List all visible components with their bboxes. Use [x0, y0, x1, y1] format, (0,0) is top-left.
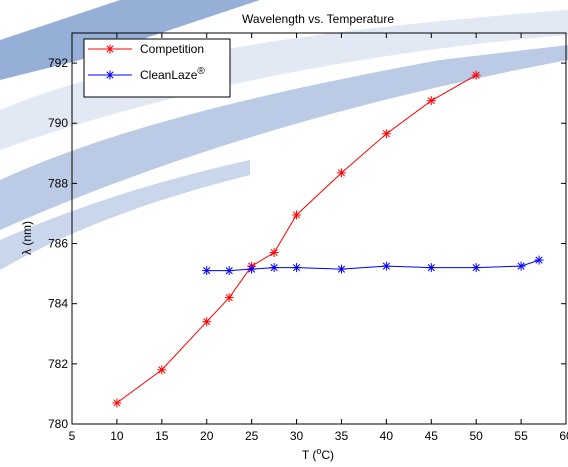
x-axis-title: T (oC) [302, 446, 334, 462]
x-axis-title-superscript: o [316, 446, 321, 456]
x-tick-label: 35 [335, 429, 349, 443]
x-tick-label: 50 [470, 429, 484, 443]
y-tick-label: 792 [48, 56, 68, 70]
swoosh-mid-light [0, 10, 568, 150]
swoosh-low [0, 160, 250, 270]
y-tick-label: 780 [48, 417, 68, 431]
x-tick-label: 25 [245, 429, 259, 443]
x-tick-label: 30 [290, 429, 304, 443]
data-point-cleanlaze [247, 264, 257, 274]
legend-marker-cleanlaze [105, 70, 115, 80]
legend-label-cleanlaze-name: CleanLaze [140, 68, 198, 82]
x-tick-label: 55 [514, 429, 528, 443]
y-tick-label: 784 [48, 297, 68, 311]
data-point-competition [224, 293, 234, 303]
x-tick-label: 5 [69, 429, 76, 443]
data-point-competition [112, 398, 122, 408]
swoosh-mid [0, 45, 568, 230]
data-point-cleanlaze [336, 264, 346, 274]
data-point-cleanlaze [269, 263, 279, 273]
x-axis-title-head: T ( [302, 448, 316, 462]
x-tick-label: 15 [155, 429, 169, 443]
y-axis: 780 782 784 786 788 790 792 [48, 56, 566, 431]
x-tick-label: 10 [110, 429, 124, 443]
data-point-competition [336, 168, 346, 178]
data-point-cleanlaze [516, 261, 526, 271]
x-axis: 5 10 15 20 25 30 35 40 45 50 55 60 [69, 33, 568, 443]
data-point-cleanlaze [292, 263, 302, 273]
legend-label-cleanlaze-registered: ® [197, 66, 205, 77]
data-point-competition [426, 96, 436, 106]
legend-asterisk-cleanlaze [105, 70, 115, 80]
y-axis-title: λ (nm) [20, 221, 34, 255]
y-tick-label: 790 [48, 116, 68, 130]
x-tick-label: 45 [425, 429, 439, 443]
legend: Competition CleanLaze® [83, 38, 231, 98]
x-axis-title-tail: C) [321, 448, 334, 462]
legend-label-competition: Competition [140, 42, 204, 56]
data-point-competition [269, 248, 279, 258]
series-line-competition [116, 74, 477, 404]
data-point-competition [157, 365, 167, 375]
data-point-competition [381, 129, 391, 139]
chart-title: Wavelength vs. Temperature [242, 12, 394, 26]
legend-marker-competition [105, 44, 115, 54]
data-point-competition [202, 317, 212, 327]
legend-asterisk-competition [105, 44, 115, 54]
data-point-cleanlaze [471, 263, 481, 273]
x-tick-label: 60 [559, 429, 568, 443]
data-point-cleanlaze [534, 255, 544, 265]
x-tick-label: 20 [200, 429, 214, 443]
series-layer [112, 70, 544, 408]
series-line-cleanlaze [206, 259, 540, 272]
y-tick-label: 788 [48, 176, 68, 190]
y-tick-label: 782 [48, 357, 68, 371]
data-point-competition [471, 70, 481, 80]
x-tick-label: 40 [380, 429, 394, 443]
plot-area [71, 32, 567, 425]
data-point-competition [292, 210, 302, 220]
legend-label-cleanlaze: CleanLaze® [140, 66, 205, 82]
data-point-cleanlaze [224, 266, 234, 276]
y-tick-label: 786 [48, 237, 68, 251]
data-point-cleanlaze [202, 266, 212, 276]
data-point-cleanlaze [426, 263, 436, 273]
data-point-cleanlaze [381, 261, 391, 271]
